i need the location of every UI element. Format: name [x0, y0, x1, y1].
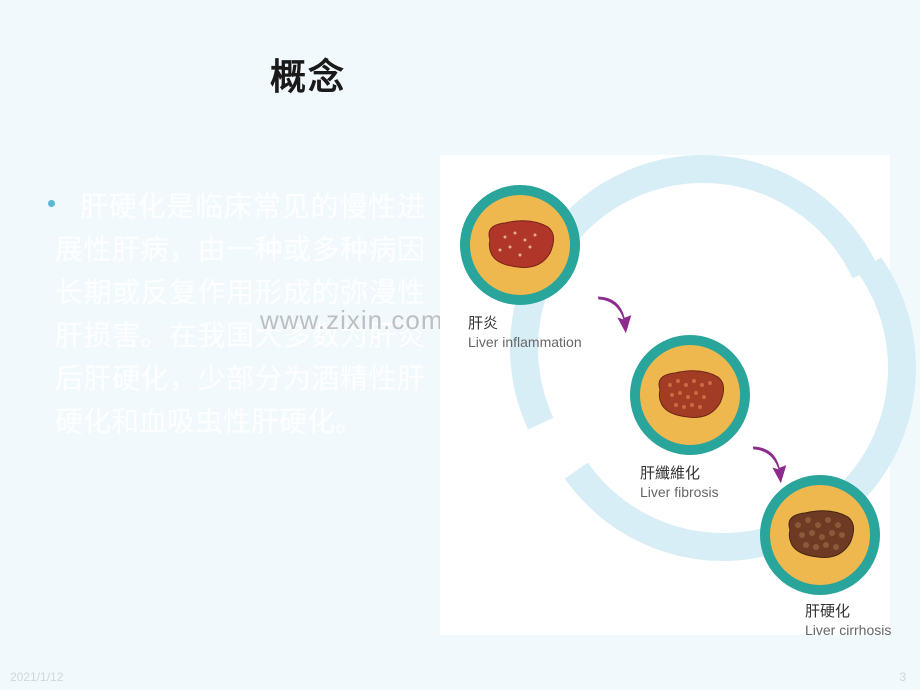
caption-en: Liver fibrosis	[640, 483, 719, 501]
body-text: 肝硬化是临床常见的慢性进展性肝病，由一种或多种病因长期或反复作用形成的弥漫性肝损…	[55, 185, 425, 443]
liver-icon	[480, 215, 560, 275]
footer-page-number: 3	[899, 670, 906, 684]
slide: 概念 肝硬化是临床常见的慢性进展性肝病，由一种或多种病因长期或反复作用形成的弥漫…	[0, 0, 920, 690]
node-fibrosis	[630, 335, 750, 455]
liver-icon	[650, 365, 730, 425]
caption-inflammation: 肝炎 Liver inflammation	[468, 315, 582, 351]
body-text-content: 肝硬化是临床常见的慢性进展性肝病，由一种或多种病因长期或反复作用形成的弥漫性肝损…	[55, 191, 425, 437]
bullet-icon	[48, 200, 55, 207]
caption-zh: 肝炎	[468, 315, 498, 332]
caption-en: Liver cirrhosis	[805, 621, 891, 639]
liver-icon	[780, 505, 860, 565]
node-cirrhosis	[760, 475, 880, 595]
node-inflammation	[460, 185, 580, 305]
footer-date: 2021/1/12	[10, 670, 63, 684]
caption-zh: 肝纖維化	[640, 465, 700, 482]
liver-progression-figure: 肝炎 Liver inflammation 肝纖維化 Liver fibrosi…	[440, 155, 890, 635]
caption-fibrosis: 肝纖維化 Liver fibrosis	[640, 465, 719, 501]
caption-cirrhosis: 肝硬化 Liver cirrhosis	[805, 603, 891, 639]
slide-title: 概念	[270, 48, 346, 100]
caption-en: Liver inflammation	[468, 333, 582, 351]
caption-zh: 肝硬化	[805, 603, 850, 620]
